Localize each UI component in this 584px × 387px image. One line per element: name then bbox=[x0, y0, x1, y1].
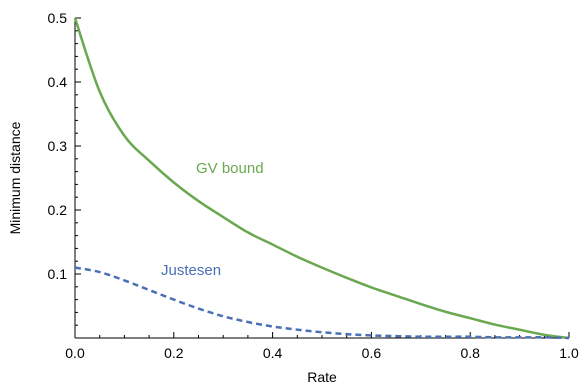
ticks: 0.0 0.2 0.4 0.6 0.8 1.0 0.1 0.2 0.3 0.4 0.5 bbox=[48, 10, 579, 361]
y-tick-label: 0.4 bbox=[48, 74, 68, 90]
annotation-justesen: Justesen bbox=[161, 262, 221, 279]
annotation-gv-bound: GV bound bbox=[196, 160, 264, 177]
x-tick-label: 1.0 bbox=[559, 345, 579, 361]
x-tick-label: 0.2 bbox=[164, 345, 184, 361]
x-axis-label: Rate bbox=[307, 369, 337, 385]
labels: Rate Minimum distance GV bound Justesen bbox=[7, 121, 337, 385]
x-tick-label: 0.8 bbox=[460, 345, 480, 361]
x-tick-label: 0.4 bbox=[263, 345, 283, 361]
axes bbox=[74, 18, 569, 339]
series-line-solid bbox=[73, 17, 570, 340]
x-tick-label: 0.6 bbox=[362, 345, 382, 361]
y-tick-label: 0.2 bbox=[48, 202, 68, 218]
series-line-dashed bbox=[74, 266, 570, 340]
x-tick-label: 0.0 bbox=[65, 345, 85, 361]
y-axis-label: Minimum distance bbox=[7, 121, 23, 234]
y-tick-label: 0.1 bbox=[48, 266, 68, 282]
series-layer bbox=[73, 17, 570, 340]
y-tick-label: 0.5 bbox=[48, 10, 68, 26]
y-tick-label: 0.3 bbox=[48, 138, 68, 154]
